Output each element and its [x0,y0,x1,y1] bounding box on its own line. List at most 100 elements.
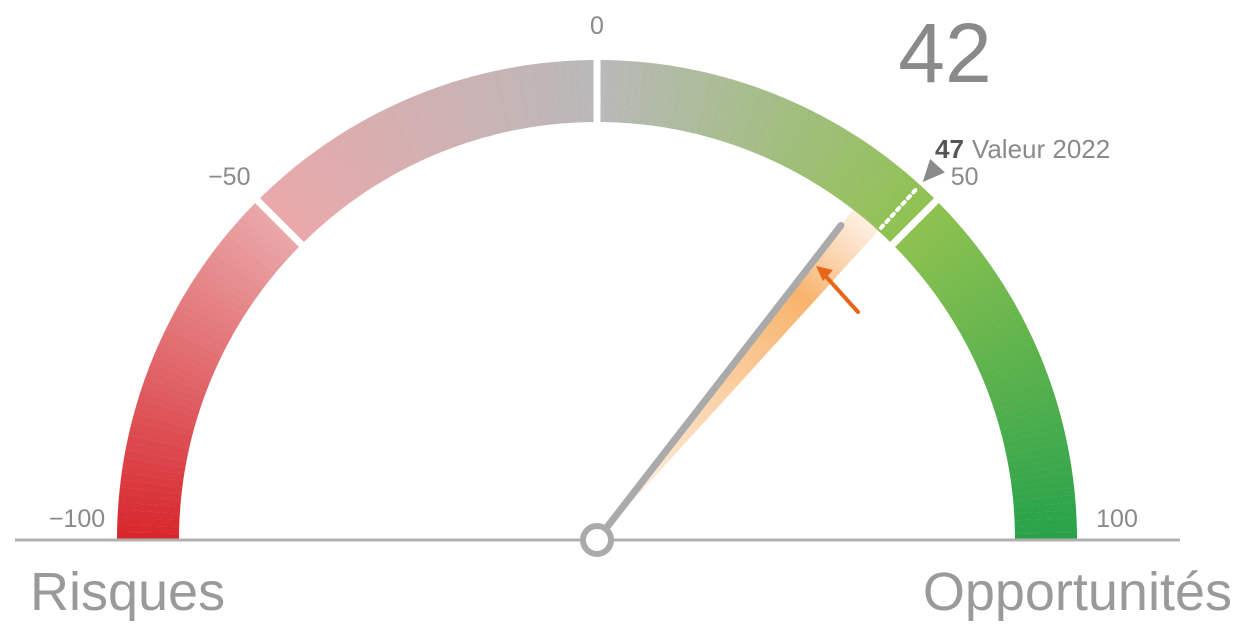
previous-label: Valeur 2022 [972,134,1110,164]
arc-piece [681,69,702,133]
arc-piece [966,315,1025,351]
arc-piece [985,363,1047,393]
arc-piece [117,502,181,514]
arc-piece [988,370,1049,399]
arc-piece [119,479,183,495]
arc-piece [241,211,293,259]
arc-piece [1014,524,1077,534]
arc-piece [923,239,977,284]
arc-piece [910,222,963,269]
arc-piece [200,263,256,306]
arc-piece [956,295,1015,334]
arc-piece [975,335,1035,369]
arc-piece [655,64,673,128]
arc-piece [372,112,408,171]
arc-piece [700,75,724,137]
arc-piece [117,532,180,540]
arc-piece [603,60,613,123]
arc-piece [339,130,379,188]
arc-piece [914,228,967,274]
arc-piece [183,289,241,328]
arc-piece [204,257,259,300]
arc-piece [1006,442,1069,462]
arc-piece [963,308,1022,345]
arc-piece [847,156,892,210]
arc-piece [406,96,438,157]
arc-piece [990,377,1052,405]
arc-piece [208,251,263,295]
needle-pivot [580,523,614,557]
arc-piece [150,356,211,387]
arc-piece [320,142,363,199]
arc-piece [610,60,620,123]
arc-piece [815,130,855,188]
arc-piece [392,102,426,162]
arc-piece [1013,494,1076,508]
tick-label: 50 [951,163,979,191]
arc-piece [136,398,198,424]
arc-piece [878,184,926,236]
arc-piece [774,105,809,165]
needle [593,222,845,544]
arc-piece [942,270,999,311]
arc-piece [399,99,432,160]
arc-piece [132,413,194,437]
arc-piece [327,138,368,195]
arc-piece [191,276,248,317]
arc-piece [953,289,1011,328]
arc-piece [636,62,650,125]
arc-piece [977,342,1038,375]
arc-piece [1001,420,1064,443]
arc-piece [162,328,222,363]
arc-piece [138,391,200,418]
arc-piece [172,308,231,345]
arc-piece [906,216,958,264]
arc-piece [122,457,186,475]
arc-piece [117,524,180,534]
tick-label: 0 [590,12,604,40]
arc-piece [420,90,450,152]
arc-piece [134,405,196,430]
arc-piece [826,138,867,195]
arc-piece [145,370,207,399]
arc-piece [738,88,767,150]
arc-piece [142,377,204,405]
arc-piece [726,83,753,145]
arc-piece [756,96,788,157]
arc-piece [125,442,188,462]
previous-annotation: 47 Valeur 2022 [935,134,1110,164]
arc-piece [1009,464,1073,482]
arc-piece [868,175,915,227]
arc-piece [117,517,180,527]
arc-piece [359,119,396,177]
arc-piece [820,134,861,191]
arc-piece [441,83,468,145]
arc-piece [642,62,658,126]
arc-piece [514,65,532,129]
arc-piece [551,61,565,124]
arc-piece [842,151,886,206]
arc-piece [1014,532,1077,540]
arc-piece [333,134,374,191]
change-arrow-head [816,266,833,281]
arc-piece [719,81,746,143]
change-wedge [597,208,880,540]
arc-piece [883,190,932,240]
arc-piece [786,112,822,171]
change-arrow [820,270,860,314]
arc-piece [536,62,552,126]
arc-piece [187,282,245,322]
arc-piece [120,472,184,488]
arc-piece [574,60,585,123]
arc-piece [853,160,898,214]
arc-piece [969,322,1029,357]
arc-piece [477,73,500,136]
arc-piece [1008,457,1072,475]
arc-piece [302,156,347,210]
arc-piece [521,64,539,128]
tick-label: 100 [1096,505,1138,533]
arc-piece [213,245,267,290]
arc-piece [147,363,209,393]
arc-piece [750,93,781,154]
